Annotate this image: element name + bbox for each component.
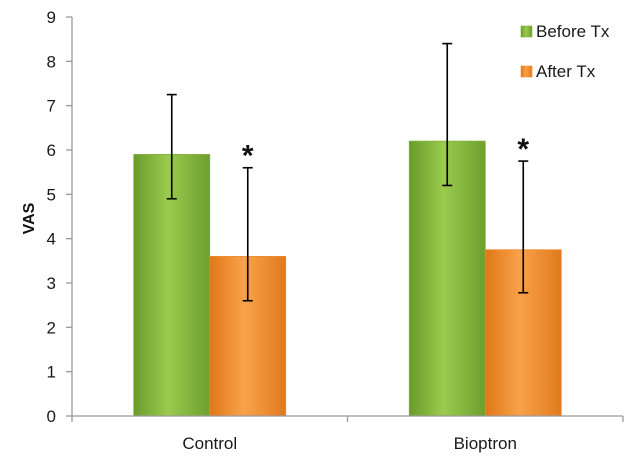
significance-star: * — [242, 140, 254, 173]
x-category-label: Bioptron — [454, 434, 517, 453]
y-tick-label: 0 — [47, 407, 56, 426]
y-tick-label: 3 — [47, 274, 56, 293]
significance-markers: * * — [242, 133, 530, 173]
legend-swatch-before-tx — [520, 25, 533, 38]
y-axis-ticks: 0 1 2 3 4 5 6 7 8 9 — [47, 8, 72, 426]
y-tick-label: 1 — [47, 363, 56, 382]
significance-star: * — [517, 133, 529, 166]
y-tick-label: 9 — [47, 8, 56, 27]
x-axis-ticks: Control Bioptron — [71, 416, 624, 453]
y-tick-label: 2 — [47, 318, 56, 337]
legend-swatch-after-tx — [520, 65, 533, 78]
x-category-label: Control — [182, 434, 237, 453]
bar-before-tx — [408, 140, 486, 417]
y-tick-label: 5 — [47, 185, 56, 204]
legend-label: After Tx — [536, 62, 596, 81]
y-tick-label: 4 — [47, 230, 56, 249]
y-axis-title: VAS — [21, 202, 38, 234]
y-tick-label: 6 — [47, 141, 56, 160]
y-tick-label: 7 — [47, 97, 56, 116]
bars-layer — [133, 140, 562, 417]
y-tick-label: 8 — [47, 52, 56, 71]
error-bars-layer — [166, 42, 529, 302]
legend-label: Before Tx — [536, 22, 610, 41]
legend: Before Tx After Tx — [520, 22, 610, 81]
